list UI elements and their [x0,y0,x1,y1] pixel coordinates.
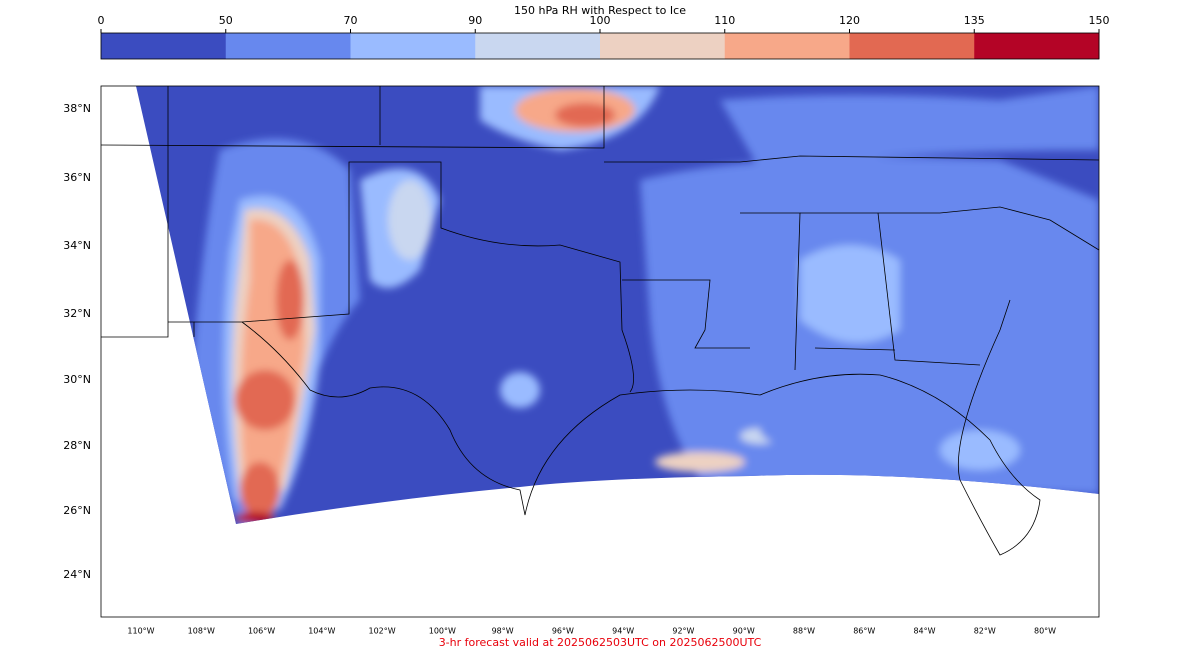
longitude-label: 82°W [974,627,996,636]
longitude-label: 94°W [612,627,634,636]
map-frame [100,85,1100,618]
longitude-label: 92°W [672,627,694,636]
latitude-label: 28°N [63,439,91,452]
longitude-label: 96°W [552,627,574,636]
colorbar-segment [724,33,850,59]
axis-labels: 38°N 36°N 34°N 32°N 30°N 28°N 26°N 24°N 110°W 108… [63,102,1056,636]
latitude-label: 24°N [63,568,91,581]
field-contours [190,86,1099,524]
longitude-label: 110°W [127,627,154,636]
latitude-label: 34°N [63,239,91,252]
longitude-label: 104°W [308,627,335,636]
title: 150 hPa RH with Respect to Ice [514,4,686,17]
colorbar-frame [100,32,1100,60]
longitude-label: 106°W [248,627,275,636]
longitude-label: 88°W [793,627,815,636]
colorbar-segment [974,33,1100,59]
colorbar-segment [475,33,601,59]
colorbar-segment [849,33,975,59]
longitude-label: 108°W [188,627,215,636]
longitude-label: 102°W [368,627,395,636]
rh-field [136,86,1099,524]
latitude-label: 30°N [63,373,91,386]
colorbar: 0 50 70 90 100 110 120 135 150 [98,14,1110,59]
colorbar-tick-label: 135 [964,14,985,27]
state-boundaries [100,86,1100,556]
colorbar-tick-label: 50 [219,14,233,27]
longitude-label: 98°W [492,627,514,636]
colorbar-segment [350,33,476,59]
colorbar-tick-label: 120 [839,14,860,27]
latitude-label: 38°N [63,102,91,115]
colorbar-tick-label: 150 [1089,14,1110,27]
longitude-label: 84°W [913,627,935,636]
colorbar-segment [600,33,726,59]
longitude-label: 80°W [1034,627,1056,636]
latitude-label: 36°N [63,171,91,184]
colorbar-segment [101,33,227,59]
longitude-label: 100°W [429,627,456,636]
footer: 3-hr forecast valid at 2025062503UTC on … [439,636,762,649]
longitude-label: 86°W [853,627,875,636]
colorbar-segment [225,33,351,59]
colorbar-tick-label: 70 [344,14,358,27]
colorbar-tick-label: 110 [714,14,735,27]
colorbar-tick-label: 0 [98,14,105,27]
latitude-label: 26°N [63,504,91,517]
colorbar-tick-label: 100 [590,14,611,27]
longitude-label: 90°W [733,627,755,636]
latitude-label: 32°N [63,307,91,320]
colorbar-tick-label: 90 [468,14,482,27]
